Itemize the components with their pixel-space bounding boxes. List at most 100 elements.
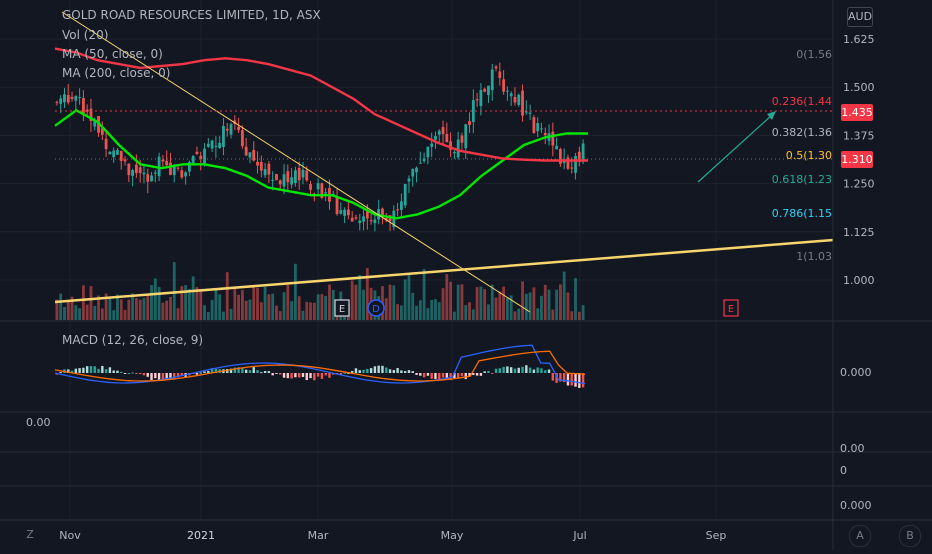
currency-button[interactable]: AUD bbox=[847, 7, 873, 27]
volume-bar bbox=[513, 311, 517, 320]
volume-bar bbox=[187, 288, 191, 320]
event-label[interactable]: E bbox=[728, 304, 734, 315]
ma50-legend[interactable]: MA (50, close, 0) bbox=[62, 47, 163, 61]
volume-bar bbox=[248, 299, 252, 320]
extra-scale-button[interactable]: B bbox=[899, 525, 921, 547]
volume-bar bbox=[562, 271, 566, 320]
macd-histogram-bar bbox=[260, 372, 263, 374]
macd-histogram-bar bbox=[434, 373, 437, 380]
macd-histogram-bar bbox=[135, 373, 138, 374]
macd-histogram-bar bbox=[146, 373, 149, 377]
volume-bar bbox=[468, 302, 471, 320]
macd-histogram-bar bbox=[366, 368, 369, 373]
zoom-button[interactable]: Z bbox=[26, 528, 34, 541]
macd-histogram-bar bbox=[494, 368, 498, 373]
volume-bar bbox=[509, 295, 513, 320]
macd-histogram-bar bbox=[67, 369, 70, 373]
candle-body bbox=[89, 108, 93, 121]
candle-body bbox=[335, 197, 339, 215]
macd-histogram-bar bbox=[263, 370, 267, 373]
candle-body bbox=[252, 150, 256, 161]
drawings[interactable]: 0(1.56 0.236(1.44 0.382(1.36 0.5(1.30 0.618(… bbox=[54, 11, 834, 313]
macd-histogram-bar bbox=[396, 368, 399, 373]
pane-right-value: 0.000 bbox=[840, 499, 872, 512]
volume-bar bbox=[233, 287, 237, 320]
macd-histogram-bar bbox=[301, 373, 305, 377]
ma200-legend[interactable]: MA (200, close, 0) bbox=[62, 66, 171, 80]
volume-bar bbox=[517, 308, 521, 320]
macd-histogram-bar bbox=[426, 373, 430, 376]
candle-body bbox=[521, 90, 524, 116]
volume-bar bbox=[316, 294, 320, 320]
volume-bar bbox=[153, 278, 157, 320]
symbol-title[interactable]: GOLD ROAD RESOURCES LIMITED, 1D, ASX bbox=[62, 8, 321, 22]
macd-histogram-bar bbox=[70, 370, 74, 373]
fib-level-label: 0.236(1.44 bbox=[772, 95, 832, 108]
volume-bar bbox=[320, 294, 324, 320]
candle-body bbox=[449, 141, 453, 150]
macd-histogram-bar bbox=[226, 369, 229, 373]
candle-body bbox=[134, 164, 138, 174]
volume-bar bbox=[574, 278, 577, 320]
macd-histogram-bar bbox=[207, 370, 210, 373]
candle-body bbox=[176, 167, 180, 169]
volume-bar bbox=[195, 287, 199, 320]
candle-body bbox=[316, 183, 320, 190]
candle-body bbox=[169, 162, 172, 175]
macd-histogram-bar bbox=[354, 368, 358, 373]
macd-histogram-bar bbox=[385, 367, 388, 373]
macd-histogram-bar bbox=[562, 373, 566, 383]
macd-histogram-bar bbox=[173, 373, 176, 379]
macd-histogram-bar bbox=[101, 365, 104, 373]
candle-body bbox=[222, 125, 225, 148]
candle-body bbox=[244, 146, 248, 156]
candle-body bbox=[187, 161, 191, 172]
macd-histogram-bar bbox=[430, 373, 433, 379]
candle-body bbox=[157, 156, 161, 177]
volume-bar bbox=[570, 311, 574, 320]
fib-level-label: 0.618(1.23 bbox=[772, 173, 832, 186]
candle-body bbox=[123, 159, 127, 162]
candle-body bbox=[127, 163, 131, 176]
macd-histogram-bar bbox=[468, 373, 471, 376]
volume-bar bbox=[479, 286, 483, 320]
macd-histogram-bar bbox=[506, 366, 509, 373]
auto-scale-button[interactable]: A bbox=[849, 525, 871, 547]
volume-bar bbox=[150, 285, 153, 320]
candle-body bbox=[259, 162, 263, 171]
volume-bar bbox=[199, 289, 203, 320]
macd-legend[interactable]: MACD (12, 26, close, 9) bbox=[62, 333, 204, 347]
macd-histogram-bar bbox=[483, 371, 486, 373]
macd-histogram-bar bbox=[513, 368, 517, 373]
ma50-line bbox=[54, 108, 588, 220]
macd-histogram-bar bbox=[176, 373, 180, 378]
candle-body bbox=[513, 97, 517, 103]
macd-histogram-bar bbox=[150, 373, 153, 380]
volume-bar bbox=[55, 299, 59, 320]
macd-histogram-bar bbox=[116, 370, 119, 373]
candle-body bbox=[240, 130, 244, 147]
candle-body bbox=[532, 117, 536, 134]
volume-bar bbox=[146, 293, 150, 320]
event-label[interactable]: D bbox=[372, 304, 380, 315]
volume-bar bbox=[244, 300, 248, 320]
candle-body bbox=[74, 96, 78, 101]
candle-body bbox=[468, 121, 471, 125]
volume-bar bbox=[528, 292, 532, 320]
volume-bar bbox=[218, 294, 222, 320]
volume-bar bbox=[532, 287, 536, 320]
volume-bar bbox=[309, 302, 312, 320]
time-tick: May bbox=[441, 529, 464, 542]
candle-body bbox=[445, 134, 449, 143]
macd-histogram-bar bbox=[475, 373, 479, 376]
candle-body bbox=[248, 152, 252, 158]
event-label[interactable]: E bbox=[339, 304, 345, 315]
resistance-trendline bbox=[61, 11, 531, 313]
macd-histogram-bar bbox=[85, 366, 89, 373]
volume-bar bbox=[237, 294, 241, 320]
volume-legend[interactable]: Vol (20) bbox=[62, 28, 109, 42]
